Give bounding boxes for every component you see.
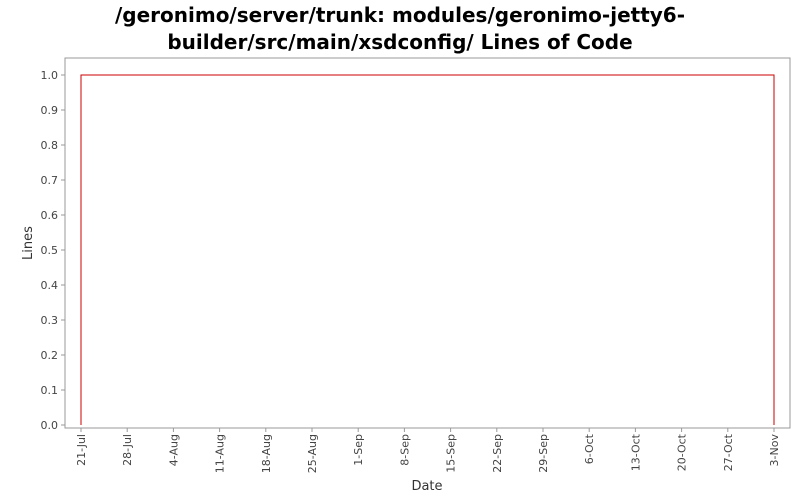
x-tick-label: 6-Oct — [583, 433, 596, 464]
y-tick-label: 0.4 — [41, 279, 59, 292]
x-tick-label: 11-Aug — [214, 434, 227, 473]
x-tick-label: 21-Jul — [75, 434, 88, 466]
y-axis: 0.0 0.1 0.2 0.3 0.4 0.5 0.6 0.7 0.8 0.9 1.0 — [41, 69, 65, 432]
y-tick-label: 0.2 — [41, 349, 59, 362]
y-tick-label: 0.7 — [41, 174, 59, 187]
x-tick-label: 1-Sep — [352, 434, 365, 466]
x-tick-label: 4-Aug — [167, 434, 180, 466]
y-tick-label: 1.0 — [41, 69, 59, 82]
plot-area — [64, 57, 791, 429]
series-line — [80, 74, 775, 425]
x-tick-label: 29-Sep — [537, 434, 550, 473]
x-axis-label: Date — [411, 479, 442, 494]
x-tick-label: 27-Oct — [722, 433, 735, 471]
x-tick-label: 3-Nov — [768, 434, 781, 467]
chart-title-line-2: builder/src/main/xsdconfig/ Lines of Cod… — [167, 30, 633, 54]
y-tick-label: 0.6 — [41, 209, 59, 222]
y-tick-label: 0.3 — [41, 314, 59, 327]
x-tick-label: 25-Aug — [306, 434, 319, 473]
x-tick-label: 22-Sep — [491, 434, 504, 473]
series-layer — [80, 74, 775, 425]
y-tick-label: 0.0 — [41, 419, 59, 432]
chart-title-line-1: /geronimo/server/trunk: modules/geronimo… — [114, 3, 686, 27]
y-tick-label: 0.1 — [41, 384, 59, 397]
y-tick-label: 0.5 — [41, 244, 59, 257]
x-tick-label: 13-Oct — [629, 433, 642, 471]
x-tick-label: 8-Sep — [398, 434, 411, 466]
x-tick-label: 28-Jul — [121, 434, 134, 466]
y-tick-label: 0.8 — [41, 139, 59, 152]
x-tick-label: 18-Aug — [260, 434, 273, 473]
x-tick-label: 15-Sep — [445, 434, 458, 473]
chart-title: /geronimo/server/trunk: modules/geronimo… — [0, 2, 800, 56]
y-axis-label: Lines — [21, 226, 36, 260]
y-tick-label: 0.9 — [41, 104, 59, 117]
x-axis: 21-Jul 28-Jul 4-Aug 11-Aug 18-Aug 25-Aug 1-Sep… — [75, 428, 781, 473]
x-tick-label: 20-Oct — [676, 433, 689, 471]
